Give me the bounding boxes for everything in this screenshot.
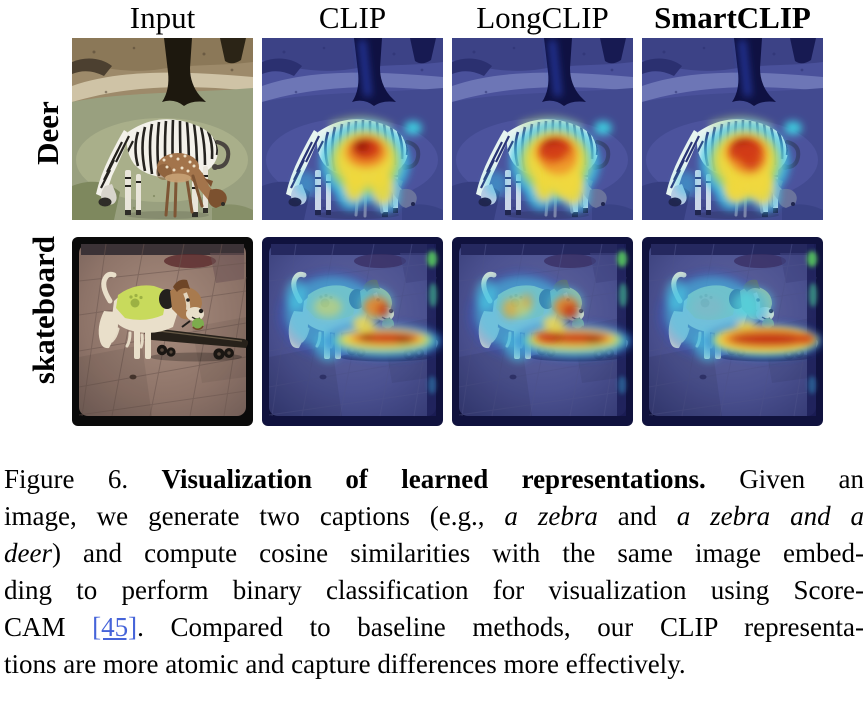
caption-line-2: image, we generate two captions (e.g., a… [4, 501, 864, 531]
deer-input-image [72, 38, 253, 220]
caption-italic-zebra: a zebra [504, 501, 598, 531]
deer-smartclip-heatmap [642, 38, 823, 220]
deer-clip-heatmap [262, 38, 443, 220]
column-header-input: Input [129, 0, 196, 35]
row-label-skateboard: skateboard [26, 235, 61, 385]
skateboard-longclip-heatmap [452, 237, 633, 426]
smartclip-extra-heat [729, 142, 769, 201]
column-header-longclip: LongCLIP [476, 0, 609, 35]
column-header-clip: CLIP [318, 0, 387, 35]
deer-longclip-heatmap [452, 38, 633, 220]
smartclip-extra-heat [693, 292, 818, 352]
caption-italic-zebra-deer: a zebra and a [676, 501, 864, 531]
clip-extra-heat [314, 296, 389, 330]
row-label-deer: Deer [30, 101, 65, 165]
column-header-smartclip: SmartCLIP [654, 0, 811, 35]
skateboard-input-image [72, 237, 253, 426]
caption-bold-title: Visualization of learned representations… [161, 464, 740, 494]
figure-caption: Figure 6. Visualization of learned repre… [4, 461, 864, 683]
caption-line-1: Figure 6. Visualization of learned repre… [4, 464, 864, 494]
caption-line-4: ding to perform binary classification fo… [4, 575, 864, 605]
figure-number: Figure 6. [4, 464, 162, 494]
caption-line-6: tions are more atomic and capture differ… [4, 649, 686, 679]
caption-line-5: CAM [45]. Compared to baseline methods, … [4, 612, 864, 642]
caption-line-3: deer) and compute cosine similarities wi… [4, 538, 864, 568]
skateboard-smartclip-heatmap [642, 237, 823, 426]
citation-link-45[interactable]: [45] [92, 612, 138, 642]
longclip-extra-heat [502, 293, 579, 342]
longclip-extra-heat [541, 142, 579, 198]
skateboard-clip-heatmap [262, 237, 443, 426]
